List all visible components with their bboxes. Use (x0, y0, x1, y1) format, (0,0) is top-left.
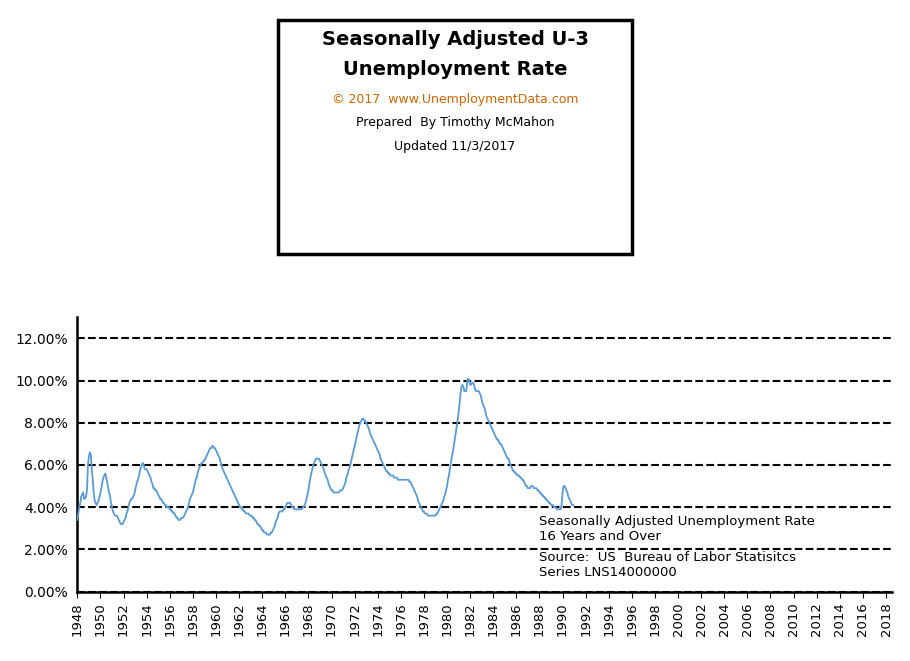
Text: Prepared  By Timothy McMahon: Prepared By Timothy McMahon (356, 116, 554, 129)
Text: Updated 11/3/2017: Updated 11/3/2017 (394, 140, 516, 153)
Text: Seasonally Adjusted Unemployment Rate: Seasonally Adjusted Unemployment Rate (540, 516, 815, 528)
Text: 16 Years and Over: 16 Years and Over (540, 530, 662, 543)
Text: Unemployment Rate: Unemployment Rate (343, 60, 567, 79)
Text: Source:  US  Bureau of Labor Statisitcs: Source: US Bureau of Labor Statisitcs (540, 551, 796, 564)
Text: Seasonally Adjusted U-3: Seasonally Adjusted U-3 (321, 30, 589, 49)
Text: Series LNS14000000: Series LNS14000000 (540, 566, 677, 579)
Text: © 2017  www.UnemploymentData.com: © 2017 www.UnemploymentData.com (332, 93, 578, 106)
